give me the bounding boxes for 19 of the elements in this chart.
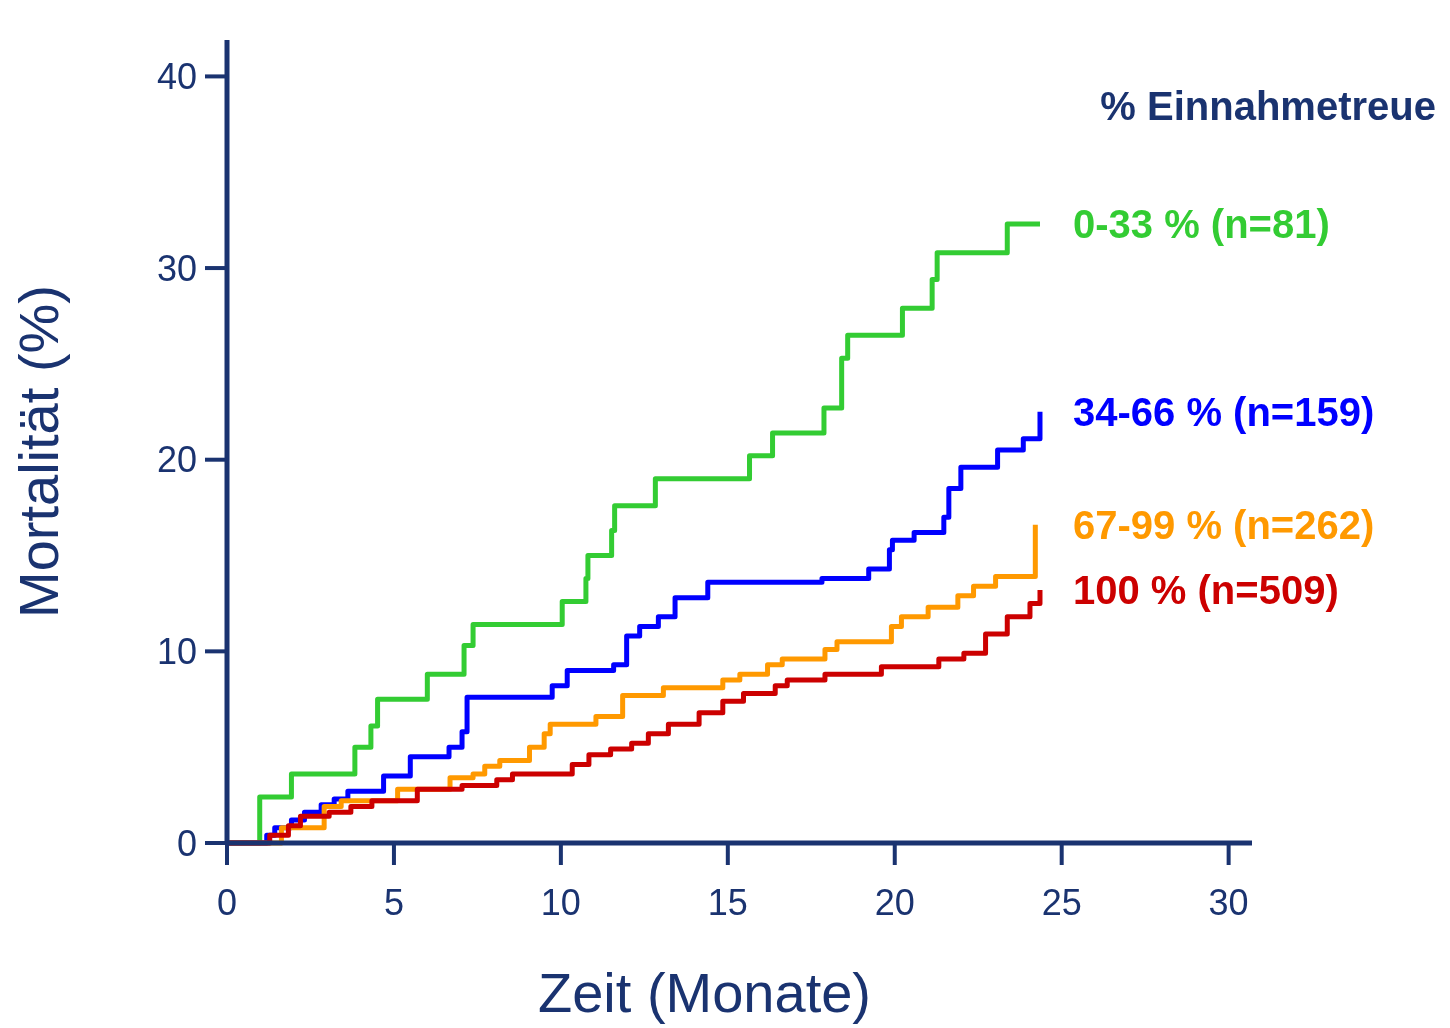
x-tick-label: 25: [1041, 882, 1082, 923]
x-axis-title: Zeit (Monate): [538, 961, 871, 1024]
series-label: 34-66 % (n=159): [1073, 389, 1375, 434]
y-tick-label: 0: [176, 822, 197, 864]
y-tick-label: 20: [156, 439, 197, 481]
series-label: 100 % (n=509): [1073, 568, 1339, 613]
series-label: 67-99 % (n=262): [1073, 502, 1375, 547]
y-tick-label: 40: [156, 56, 197, 98]
y-tick-label: 30: [156, 247, 197, 289]
x-tick-label: 15: [707, 882, 748, 923]
x-tick-label: 30: [1208, 882, 1249, 923]
x-tick-label: 10: [540, 882, 581, 923]
legend-title: % Einnahmetreue: [1100, 84, 1436, 128]
x-tick-label: 20: [874, 882, 915, 923]
x-tick-label: 5: [383, 882, 404, 923]
x-tick-label: 0: [216, 882, 238, 923]
series-label: 0-33 % (n=81): [1073, 201, 1330, 246]
y-axis-title: Mortalität (%): [7, 285, 70, 618]
y-tick-label: 10: [156, 630, 197, 672]
